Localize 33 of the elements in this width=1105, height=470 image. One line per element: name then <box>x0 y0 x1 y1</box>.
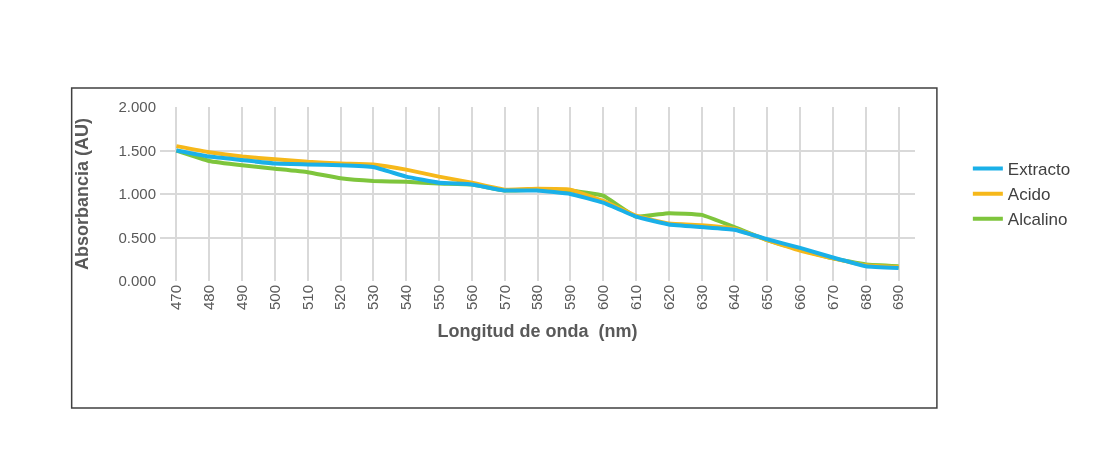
x-tick-label: 690 <box>889 285 907 311</box>
x-tick-label: 560 <box>462 285 480 311</box>
x-tick-label: 600 <box>594 285 612 311</box>
y-tick-label: 0.000 <box>118 272 156 290</box>
x-tick-label: 490 <box>232 285 250 311</box>
x-tick-label: 550 <box>429 285 447 311</box>
x-tick-label: 470 <box>167 285 185 311</box>
x-tick-label: 520 <box>331 285 349 311</box>
legend-label: Extracto <box>1007 160 1071 180</box>
x-tick-label: 570 <box>495 285 513 311</box>
x-tick-label: 670 <box>823 285 841 311</box>
x-tick-label: 500 <box>265 285 283 311</box>
x-tick-label: 650 <box>758 285 776 311</box>
x-tick-label: 660 <box>790 285 808 311</box>
x-tick-label: 480 <box>200 285 218 311</box>
x-tick-label: 630 <box>692 285 710 311</box>
x-tick-label: 680 <box>856 285 874 311</box>
x-tick-label: 580 <box>528 285 546 311</box>
x-tick-label: 610 <box>626 285 644 311</box>
x-axis-title: Longitud de onda (nm) <box>437 321 638 342</box>
legend-label: Acido <box>1007 185 1051 205</box>
legend-label: Alcalino <box>1007 210 1068 230</box>
y-tick-label: 2.000 <box>118 98 156 116</box>
y-axis-title: Absorbancia (AU) <box>71 117 92 271</box>
x-tick-label: 640 <box>725 285 743 311</box>
y-tick-label: 0.500 <box>118 228 156 246</box>
x-tick-label: 510 <box>298 285 316 311</box>
x-tick-label: 540 <box>397 285 415 311</box>
x-tick-label: 530 <box>364 285 382 311</box>
y-tick-label: 1.000 <box>118 185 156 203</box>
x-tick-label: 590 <box>561 285 579 311</box>
x-tick-label: 620 <box>659 285 677 311</box>
y-tick-label: 1.500 <box>118 141 156 159</box>
